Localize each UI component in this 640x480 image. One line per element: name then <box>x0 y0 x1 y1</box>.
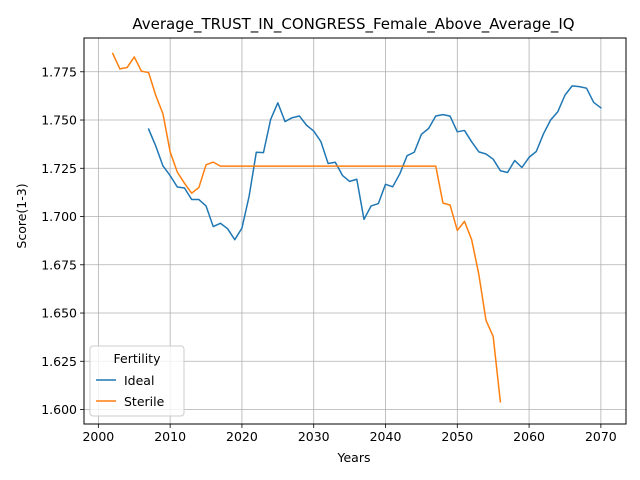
x-tick-label: 2040 <box>370 429 402 444</box>
legend-label-ideal: Ideal <box>124 373 154 388</box>
legend-box <box>89 345 185 417</box>
legend: Fertility Ideal Sterile <box>89 345 185 417</box>
x-tick-label: 2000 <box>82 429 114 444</box>
legend-title: Fertility <box>114 351 162 366</box>
y-tick-label: 1.675 <box>41 257 77 272</box>
series-line-ideal <box>147 85 602 241</box>
x-tick-label: 2010 <box>154 429 186 444</box>
x-tick-label: 2020 <box>226 429 258 444</box>
x-tick-label: 2030 <box>298 429 330 444</box>
plot-area-frame <box>83 37 627 425</box>
x-tick-label: 2050 <box>441 429 473 444</box>
y-axis-label: Score(1-3) <box>14 183 29 248</box>
y-tick-label: 1.725 <box>41 161 77 176</box>
y-tick-label: 1.700 <box>41 209 77 224</box>
x-tick-label: 2060 <box>513 429 545 444</box>
x-tick-label: 2070 <box>585 429 617 444</box>
y-tick-label: 1.750 <box>41 113 77 128</box>
chart-title: Average_TRUST_IN_CONGRESS_Female_Above_A… <box>132 15 574 34</box>
legend-label-sterile: Sterile <box>124 394 165 409</box>
series-lines <box>111 52 602 403</box>
y-tick-label: 1.625 <box>41 354 77 369</box>
axis-ticks: 2000 2010 2020 2030 2040 2050 2060 2070 1.600 1.6… <box>41 64 617 444</box>
y-tick-label: 1.600 <box>41 402 77 417</box>
x-axis-label: Years <box>337 450 371 465</box>
y-tick-label: 1.650 <box>41 306 77 321</box>
y-tick-label: 1.775 <box>41 64 77 79</box>
